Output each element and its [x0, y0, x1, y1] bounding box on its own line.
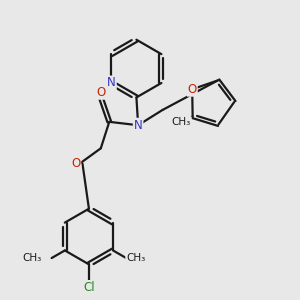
- Text: CH₃: CH₃: [126, 253, 146, 263]
- Text: Cl: Cl: [83, 281, 95, 294]
- Text: CH₃: CH₃: [23, 253, 42, 263]
- Text: O: O: [96, 86, 105, 99]
- Text: CH₃: CH₃: [172, 117, 191, 127]
- Text: N: N: [134, 119, 142, 132]
- Text: O: O: [188, 83, 197, 96]
- Text: O: O: [71, 157, 80, 170]
- Text: N: N: [107, 76, 116, 89]
